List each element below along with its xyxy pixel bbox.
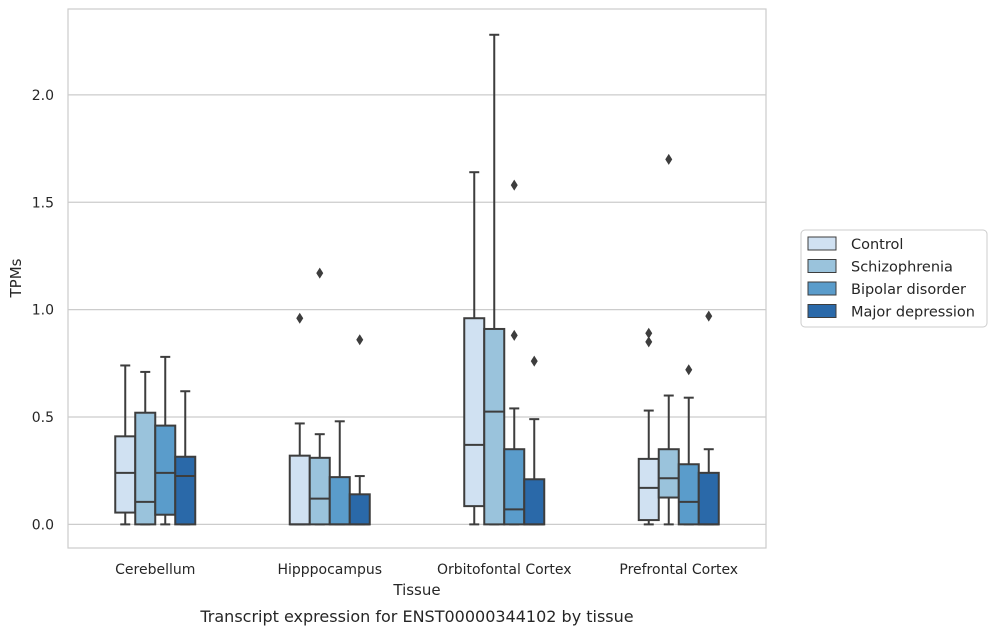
box: [348, 334, 371, 526]
y-tick-label: 1.0: [32, 303, 54, 319]
y-tick-label: 2.0: [32, 88, 54, 104]
box-body: [154, 424, 177, 516]
legend-swatch: [807, 236, 837, 251]
x-tick-label: Prefrontal Cortex: [619, 562, 738, 578]
legend-swatch: [807, 259, 837, 273]
plot-frame: [67, 8, 767, 549]
y-axis-ticks: 0.0 0.5 1.0 1.5 2.0: [32, 88, 54, 533]
x-axis-ticks: Cerebellum Hipppocampus Orbitofontal Corte…: [115, 562, 738, 578]
box: [657, 153, 680, 526]
chart-caption: Transcript expression for ENST0000034410…: [199, 607, 633, 626]
box-body: [348, 493, 371, 526]
outlier-point: [665, 153, 673, 165]
box: [523, 355, 546, 526]
box: [677, 364, 700, 526]
outlier-point: [645, 327, 653, 339]
outlier-point: [645, 336, 653, 348]
x-tick-label: Orbitofontal Cortex: [437, 562, 572, 578]
legend-swatch: [807, 304, 837, 318]
box: [154, 355, 177, 526]
box: [328, 420, 351, 526]
legend-frame: [800, 229, 988, 328]
x-axis-label: Tissue: [392, 581, 440, 599]
box-body: [697, 471, 720, 526]
box: [288, 312, 311, 526]
box-body: [463, 317, 486, 508]
box: [503, 179, 526, 526]
box-body: [114, 435, 137, 514]
outlier-point: [510, 329, 518, 341]
box-body: [134, 411, 157, 526]
outlier-point: [296, 312, 304, 324]
outlier-point: [685, 364, 693, 376]
box: [463, 171, 486, 526]
legend: Control Schizophrenia Bipolar disorder Majo…: [800, 229, 988, 328]
x-tick-label: Cerebellum: [115, 562, 195, 578]
box-body: [328, 476, 351, 526]
box-body: [483, 327, 506, 526]
y-axis-label: TPMs: [7, 258, 25, 298]
box-body: [288, 454, 311, 526]
box: [697, 310, 720, 526]
y-tick-label: 1.5: [32, 195, 54, 211]
outlier-point: [705, 310, 713, 322]
box-groups: [114, 33, 720, 526]
box-body: [523, 478, 546, 526]
box-body: [503, 448, 526, 526]
box-body: [637, 457, 660, 522]
box: [134, 370, 157, 526]
box: [114, 364, 137, 526]
legend-entry: Control: [851, 237, 903, 253]
x-tick-label: Hipppocampus: [277, 562, 382, 578]
legend-entry: Schizophrenia: [851, 260, 953, 276]
outlier-point: [316, 267, 324, 279]
legend-entry: Bipolar disorder: [851, 282, 966, 298]
box-body: [677, 463, 700, 526]
outlier-point: [356, 334, 364, 346]
outlier-point: [530, 355, 538, 367]
y-tick-label: 0.0: [32, 517, 54, 533]
box-body: [657, 448, 680, 499]
box-body: [174, 455, 197, 526]
legend-entry: Major depression: [851, 305, 975, 321]
legend-swatch: [807, 281, 837, 296]
box: [174, 390, 197, 526]
y-tick-label: 0.5: [32, 410, 54, 426]
outlier-point: [510, 179, 518, 191]
box: [483, 33, 506, 526]
box-body: [308, 456, 331, 526]
